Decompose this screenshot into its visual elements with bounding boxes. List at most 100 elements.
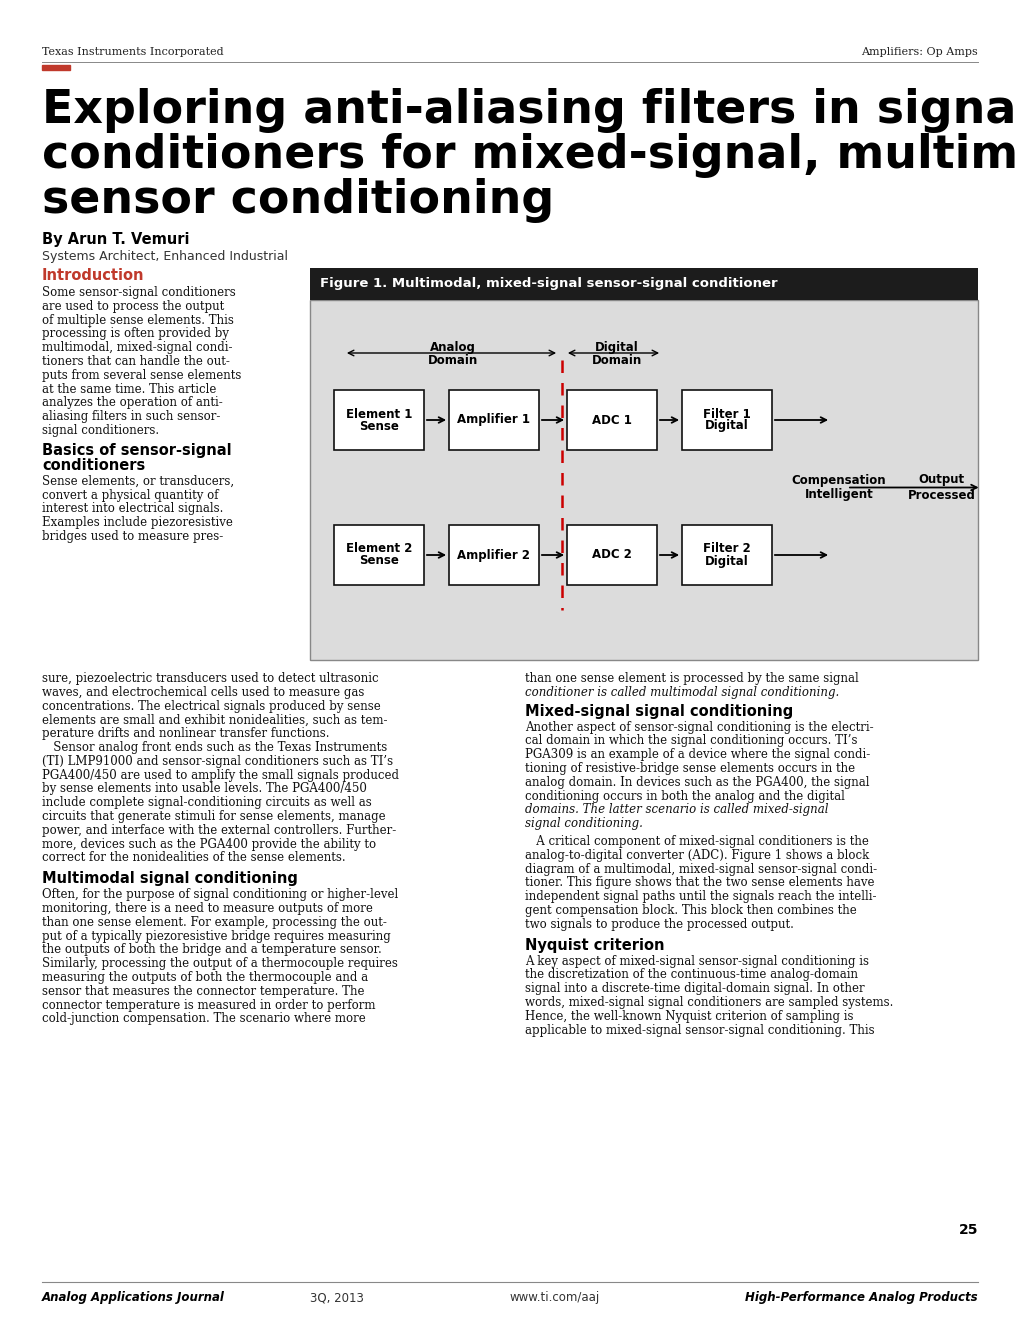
Text: Analog Applications Journal: Analog Applications Journal (42, 1291, 224, 1304)
Text: Digital: Digital (704, 554, 748, 568)
Text: Sensor analog front ends such as the Texas Instruments: Sensor analog front ends such as the Tex… (42, 741, 387, 754)
Text: by sense elements into usable levels. The PGA400/450: by sense elements into usable levels. Th… (42, 783, 367, 796)
Text: www.ti.com/aaj: www.ti.com/aaj (510, 1291, 599, 1304)
Bar (682, 525, 771, 585)
Text: sure, piezoelectric transducers used to detect ultrasonic: sure, piezoelectric transducers used to … (42, 672, 378, 685)
Text: circuits that generate stimuli for sense elements, manage: circuits that generate stimuli for sense… (42, 810, 385, 822)
Text: aliasing filters in such sensor-: aliasing filters in such sensor- (42, 411, 220, 424)
Text: power, and interface with the external controllers. Further-: power, and interface with the external c… (42, 824, 395, 837)
Text: of multiple sense elements. This: of multiple sense elements. This (42, 314, 233, 326)
Text: Amplifier 1: Amplifier 1 (458, 413, 530, 426)
Text: Multimodal signal conditioning: Multimodal signal conditioning (42, 871, 298, 886)
Text: Output: Output (917, 473, 964, 486)
Text: bridges used to measure pres-: bridges used to measure pres- (42, 531, 223, 543)
Text: tioning of resistive-bridge sense elements occurs in the: tioning of resistive-bridge sense elemen… (525, 762, 854, 775)
Text: more, devices such as the PGA400 provide the ability to: more, devices such as the PGA400 provide… (42, 838, 376, 850)
Text: two signals to produce the processed output.: two signals to produce the processed out… (525, 917, 793, 931)
Text: Examples include piezoresistive: Examples include piezoresistive (42, 516, 232, 529)
Text: analog-to-digital converter (ADC). Figure 1 shows a block: analog-to-digital converter (ADC). Figur… (525, 849, 868, 862)
Bar (567, 525, 656, 585)
Text: Often, for the purpose of signal conditioning or higher-level: Often, for the purpose of signal conditi… (42, 888, 397, 902)
Text: include complete signal-conditioning circuits as well as: include complete signal-conditioning cir… (42, 796, 371, 809)
Text: monitoring, there is a need to measure outputs of more: monitoring, there is a need to measure o… (42, 902, 373, 915)
Text: A critical component of mixed-signal conditioners is the: A critical component of mixed-signal con… (525, 836, 868, 847)
Text: signal conditioning.: signal conditioning. (525, 817, 642, 830)
Text: Amplifier 2: Amplifier 2 (458, 549, 530, 561)
Text: ADC 2: ADC 2 (591, 549, 632, 561)
Text: diagram of a multimodal, mixed-signal sensor-signal condi-: diagram of a multimodal, mixed-signal se… (525, 862, 876, 875)
Text: Another aspect of sensor-signal conditioning is the electri-: Another aspect of sensor-signal conditio… (525, 721, 872, 734)
Text: convert a physical quantity of: convert a physical quantity of (42, 488, 218, 502)
Text: interest into electrical signals.: interest into electrical signals. (42, 503, 223, 515)
Text: sensor that measures the connector temperature. The: sensor that measures the connector tempe… (42, 985, 364, 998)
Text: at the same time. This article: at the same time. This article (42, 383, 216, 396)
Text: Domain: Domain (427, 354, 478, 367)
Text: multimodal, mixed-signal condi-: multimodal, mixed-signal condi- (42, 341, 232, 354)
Text: waves, and electrochemical cells used to measure gas: waves, and electrochemical cells used to… (42, 686, 364, 698)
Text: Amplifiers: Op Amps: Amplifiers: Op Amps (860, 48, 977, 57)
Text: signal into a discrete-time digital-domain signal. In other: signal into a discrete-time digital-doma… (525, 982, 864, 995)
Text: analog domain. In devices such as the PGA400, the signal: analog domain. In devices such as the PG… (525, 776, 868, 789)
Text: Processed: Processed (907, 488, 974, 502)
Text: PGA309 is an example of a device where the signal condi-: PGA309 is an example of a device where t… (525, 748, 869, 762)
Bar (682, 389, 771, 450)
Bar (567, 389, 656, 450)
Text: perature drifts and nonlinear transfer functions.: perature drifts and nonlinear transfer f… (42, 727, 329, 741)
Text: Introduction: Introduction (42, 268, 145, 282)
Text: Domain: Domain (591, 354, 642, 367)
Text: Exploring anti-aliasing filters in signal: Exploring anti-aliasing filters in signa… (42, 88, 1019, 133)
Text: sensor conditioning: sensor conditioning (42, 178, 553, 223)
Text: puts from several sense elements: puts from several sense elements (42, 368, 242, 381)
Text: cal domain in which the signal conditioning occurs. TI’s: cal domain in which the signal condition… (525, 734, 857, 747)
Text: conditioner is called multimodal signal conditioning.: conditioner is called multimodal signal … (525, 686, 839, 698)
Bar (310, 300, 977, 660)
Text: (TI) LMP91000 and sensor-signal conditioners such as TI’s: (TI) LMP91000 and sensor-signal conditio… (42, 755, 392, 768)
Text: cold-junction compensation. The scenario where more: cold-junction compensation. The scenario… (42, 1012, 366, 1026)
Text: Compensation: Compensation (791, 474, 886, 487)
Text: 25: 25 (958, 1224, 977, 1237)
Text: Digital: Digital (704, 420, 748, 433)
Bar (448, 389, 538, 450)
Text: measuring the outputs of both the thermocouple and a: measuring the outputs of both the thermo… (42, 972, 368, 983)
Text: High-Performance Analog Products: High-Performance Analog Products (745, 1291, 977, 1304)
Bar (333, 525, 424, 585)
Text: Digital: Digital (594, 341, 638, 354)
Text: the outputs of both the bridge and a temperature sensor.: the outputs of both the bridge and a tem… (42, 944, 381, 957)
Text: Intelligent: Intelligent (804, 488, 872, 502)
Text: ADC 1: ADC 1 (591, 413, 632, 426)
Text: words, mixed-signal signal conditioners are sampled systems.: words, mixed-signal signal conditioners … (525, 997, 893, 1008)
Text: Sense: Sense (359, 420, 398, 433)
Text: elements are small and exhibit nonidealities, such as tem-: elements are small and exhibit nonideali… (42, 713, 387, 726)
Text: Mixed-signal signal conditioning: Mixed-signal signal conditioning (525, 704, 793, 718)
Bar (42, 65, 70, 70)
Text: Filter 1: Filter 1 (702, 408, 750, 421)
Text: Figure 1. Multimodal, mixed-signal sensor-signal conditioner: Figure 1. Multimodal, mixed-signal senso… (320, 277, 776, 290)
Text: signal conditioners.: signal conditioners. (42, 424, 159, 437)
Text: applicable to mixed-signal sensor-signal conditioning. This: applicable to mixed-signal sensor-signal… (525, 1023, 873, 1036)
Text: Filter 2: Filter 2 (702, 543, 750, 556)
Text: domains. The latter scenario is called mixed-signal: domains. The latter scenario is called m… (525, 804, 827, 816)
Text: Similarly, processing the output of a thermocouple requires: Similarly, processing the output of a th… (42, 957, 397, 970)
Text: PGA400/450 are used to amplify the small signals produced: PGA400/450 are used to amplify the small… (42, 768, 398, 781)
Text: than one sense element is processed by the same signal: than one sense element is processed by t… (525, 672, 858, 685)
Text: Systems Architect, Enhanced Industrial: Systems Architect, Enhanced Industrial (42, 249, 287, 263)
Text: Element 2: Element 2 (345, 543, 412, 556)
Text: Element 1: Element 1 (345, 408, 412, 421)
Text: put of a typically piezoresistive bridge requires measuring: put of a typically piezoresistive bridge… (42, 929, 390, 942)
Text: are used to process the output: are used to process the output (42, 300, 224, 313)
Text: conditioners for mixed-signal, multimodal: conditioners for mixed-signal, multimoda… (42, 133, 1019, 178)
Text: the discretization of the continuous-time analog-domain: the discretization of the continuous-tim… (525, 969, 857, 981)
Text: Sense: Sense (359, 554, 398, 568)
Text: tioners that can handle the out-: tioners that can handle the out- (42, 355, 229, 368)
FancyBboxPatch shape (310, 268, 977, 300)
Text: conditioners: conditioners (42, 458, 145, 473)
Bar (448, 525, 538, 585)
Text: concentrations. The electrical signals produced by sense: concentrations. The electrical signals p… (42, 700, 380, 713)
Text: Some sensor-signal conditioners: Some sensor-signal conditioners (42, 286, 235, 300)
Text: By Arun T. Vemuri: By Arun T. Vemuri (42, 232, 190, 247)
Text: Basics of sensor-signal: Basics of sensor-signal (42, 442, 231, 458)
Text: gent compensation block. This block then combines the: gent compensation block. This block then… (525, 904, 856, 917)
Text: A key aspect of mixed-signal sensor-signal conditioning is: A key aspect of mixed-signal sensor-sign… (525, 954, 868, 968)
Text: processing is often provided by: processing is often provided by (42, 327, 229, 341)
Text: correct for the nonidealities of the sense elements.: correct for the nonidealities of the sen… (42, 851, 345, 865)
